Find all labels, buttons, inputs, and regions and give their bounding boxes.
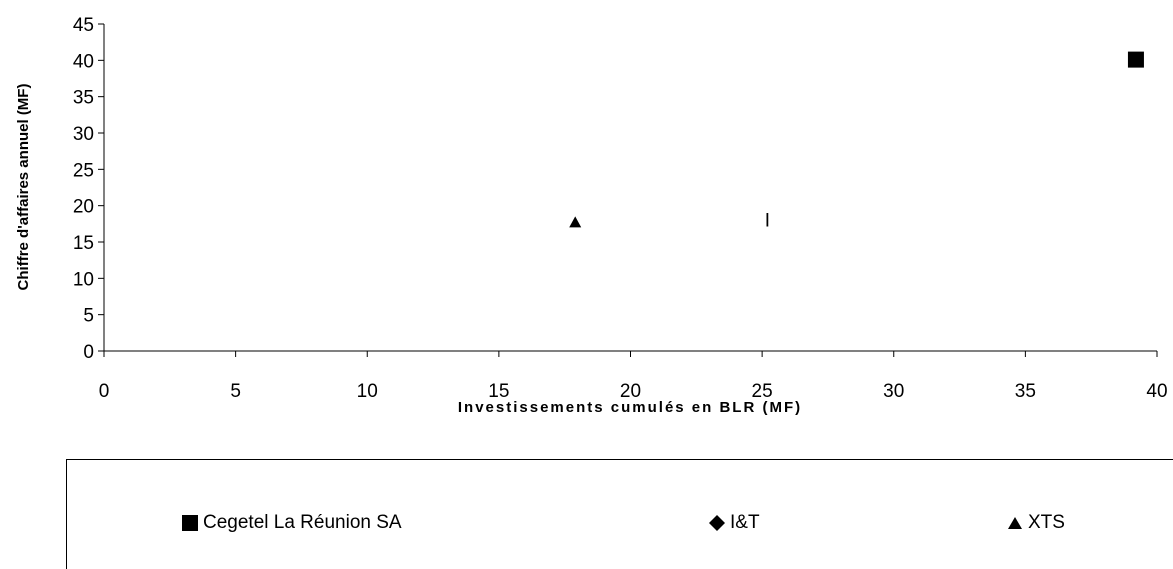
legend-label-cegetel: Cegetel La Réunion SA xyxy=(203,512,402,533)
y-tick-label: 25 xyxy=(73,160,94,181)
scatter-chart: 0 5 10 15 20 25 30 35 40 45 0 5 10 15 20 25 30 35 40 I Ch… xyxy=(15,15,1168,416)
legend-item-it: I&T xyxy=(707,512,760,534)
legend-item-cegetel: Cegetel La Réunion SA xyxy=(180,512,402,534)
x-tick-label: 15 xyxy=(488,381,509,402)
x-tick-label: 40 xyxy=(1146,381,1167,402)
y-tick-label: 10 xyxy=(73,269,94,290)
y-tick-label: 15 xyxy=(73,233,94,254)
legend: Cegetel La Réunion SA I&T XTS xyxy=(66,459,1173,569)
x-tick-label: 35 xyxy=(1015,381,1036,402)
annotation-text: I xyxy=(765,210,770,231)
triangle-marker-icon xyxy=(1005,513,1025,533)
y-tick-label: 35 xyxy=(73,88,94,109)
x-tick-label: 0 xyxy=(99,381,110,402)
x-tick-label: 10 xyxy=(357,381,378,402)
square-marker-icon xyxy=(180,513,200,533)
x-tick-label: 5 xyxy=(230,381,241,402)
legend-item-xts: XTS xyxy=(1005,512,1065,534)
y-tick-label: 0 xyxy=(83,342,94,363)
triangle-marker xyxy=(569,216,582,228)
y-tick-label: 40 xyxy=(73,51,94,72)
data-points xyxy=(569,51,1144,228)
annotations: I xyxy=(765,210,770,231)
y-tick-label: 5 xyxy=(83,306,94,327)
x-tick-label: 30 xyxy=(883,381,904,402)
square-marker xyxy=(1127,51,1144,68)
x-axis: 0 5 10 15 20 25 30 35 40 xyxy=(99,350,1168,402)
x-tick-label: 20 xyxy=(620,381,641,402)
diamond-marker-icon xyxy=(707,513,727,533)
x-axis-title: Investissements cumulés en BLR (MF) xyxy=(458,399,802,416)
y-tick-label: 30 xyxy=(73,124,94,145)
x-tick-label: 25 xyxy=(752,381,773,402)
y-tick-label: 45 xyxy=(73,15,94,36)
legend-label-it: I&T xyxy=(730,512,760,533)
y-axis: 0 5 10 15 20 25 30 35 40 45 xyxy=(73,15,105,363)
y-axis-title: Chiffre d'affaires annuel (MF) xyxy=(15,84,32,291)
y-tick-label: 20 xyxy=(73,197,94,218)
legend-label-xts: XTS xyxy=(1028,512,1065,533)
